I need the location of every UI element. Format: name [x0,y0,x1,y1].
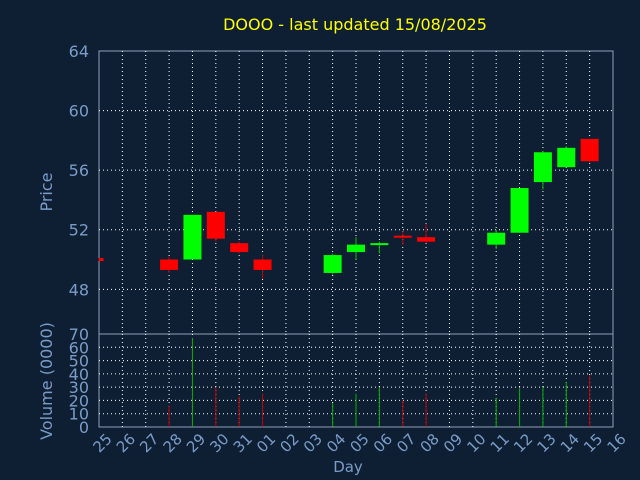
x-tick-label: 08 [417,430,443,456]
x-axis-label: Day [333,458,363,476]
candle-body [253,259,272,270]
candle-body [533,152,552,183]
candle-body [206,211,225,239]
x-tick-label: 15 [580,430,606,456]
x-tick-label: 16 [604,430,630,456]
volume-tick-label: 10 [69,405,89,424]
price-tick-label: 64 [69,42,89,61]
price-tick-label: 52 [69,221,89,240]
x-tick-label: 04 [323,430,349,456]
x-tick-label: 11 [487,430,513,456]
volume-tick-label: 50 [69,352,89,371]
candle-body [183,214,202,260]
candle-body [557,147,576,168]
volume-tick-label: 40 [69,365,89,384]
candle-body [99,258,104,262]
candle-body [417,237,436,242]
x-tick-label: 29 [183,430,209,456]
x-tick-label: 31 [230,430,256,456]
x-tick-label: 06 [370,430,396,456]
candle-body [230,243,249,253]
candle-body [487,232,506,245]
x-tick-label: 07 [393,430,419,456]
price-tick-label: 56 [69,161,89,180]
x-tick-label: 12 [510,430,536,456]
candle-body [347,244,365,253]
x-tick-label: 03 [300,430,326,456]
x-tick-label: 01 [253,430,279,456]
x-tick-label: 13 [533,430,559,456]
price-axis-label: Price [37,172,56,211]
x-tick-label: 14 [557,430,583,456]
volume-tick-label: 60 [69,338,89,357]
x-tick-label: 26 [113,430,139,456]
x-tick-labels: 2526272829303101020304050607080910111213… [90,430,630,456]
volume-tick-label: 0 [79,418,89,437]
candle-body [510,188,529,233]
x-tick-label: 27 [136,430,162,456]
candle-body [393,235,412,238]
x-tick-label: 02 [276,430,302,456]
x-tick-label: 05 [347,430,373,456]
price-tick-label: 60 [69,102,89,121]
chart-title: DOOO - last updated 15/08/2025 [223,15,487,34]
candle-body [323,255,342,273]
x-tick-label: 30 [206,430,232,456]
candle-body [580,138,599,162]
price-tick-label: 48 [69,280,89,299]
x-tick-label: 25 [90,430,116,456]
volume-tick-label: 30 [69,378,89,397]
x-tick-label: 28 [160,430,186,456]
volume-axis-label: Volume (0000) [37,322,56,440]
volume-tick-label: 70 [69,325,89,344]
x-tick-label: 09 [440,430,466,456]
candle-body [160,259,179,270]
volume-tick-label: 20 [69,391,89,410]
x-tick-label: 10 [463,430,489,456]
price-panel: 48 52 56 60 64 [69,42,614,335]
candle-body [370,243,389,246]
